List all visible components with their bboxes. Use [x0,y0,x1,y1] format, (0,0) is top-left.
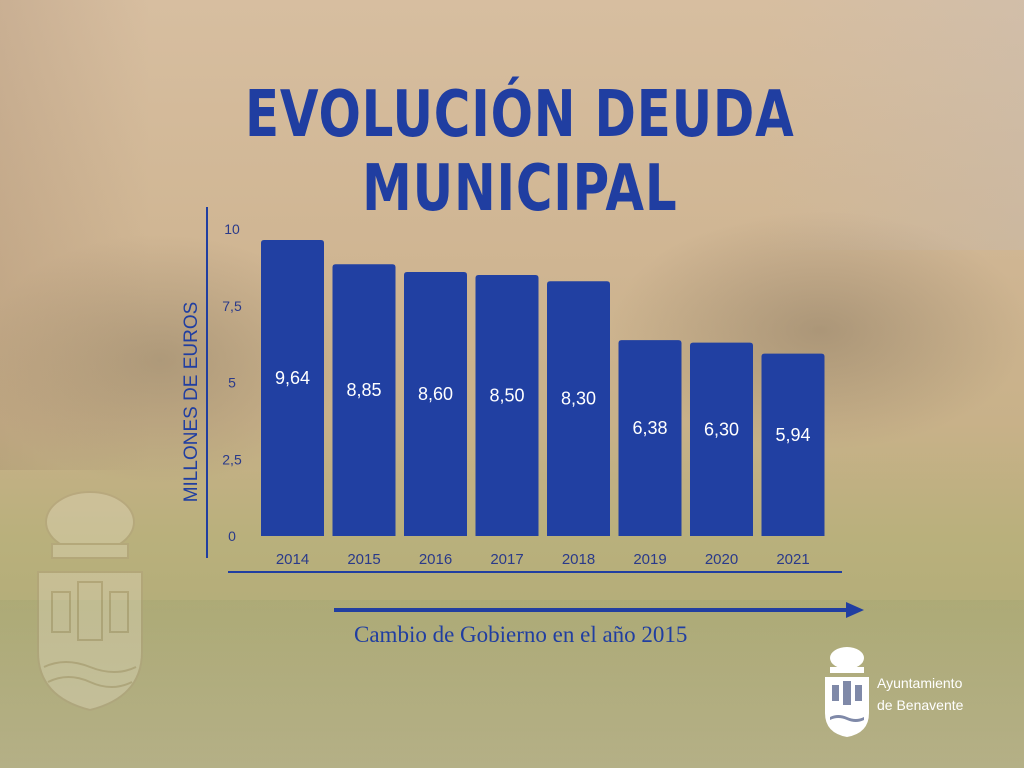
y-tick-label: 10 [224,221,240,237]
x-tick-label: 2017 [490,551,523,568]
bar-value-label: 8,50 [489,386,524,406]
y-tick-label: 7,5 [222,298,242,314]
y-axis-title: MILLONES DE EUROS [181,302,202,503]
x-tick-label: 2019 [633,551,666,568]
bar-value-label: 6,30 [704,419,739,439]
background-building-right [764,0,1024,250]
x-tick-label: 2021 [776,551,809,568]
bar-value-label: 6,38 [632,418,667,438]
coat-of-arms-watermark [37,491,143,712]
bar-2020 [690,342,753,536]
bar-2014 [261,240,324,536]
bar-2021 [761,353,825,536]
bar-2015 [332,264,396,536]
bar-value-label: 8,30 [561,389,596,409]
ayuntamiento-logo: Ayuntamiento de Benavente [822,645,1002,740]
government-change-note: Cambio de Gobierno en el año 2015 [354,622,688,647]
logo-text-line1: Ayuntamiento [877,675,963,691]
x-tick-label: 2016 [419,551,452,568]
logo-crest-icon [825,647,869,737]
logo-text-line2: de Benavente [877,697,964,713]
bar-2016 [404,271,467,536]
y-tick-label: 5 [228,375,236,391]
bar-2017 [475,275,539,536]
chart-title: EVOLUCIÓN DEUDA MUNICIPAL [245,78,795,226]
x-tick-label: 2015 [347,551,380,568]
bar-2019 [618,340,682,536]
x-tick-label: 2014 [276,551,309,568]
bar-2018 [547,281,610,536]
y-tick-label: 2,5 [222,451,242,467]
bar-value-label: 5,94 [775,425,810,445]
bar-value-label: 8,85 [346,380,381,400]
bar-value-label: 8,60 [418,384,453,404]
bar-value-label: 9,64 [275,368,310,388]
y-tick-label: 0 [228,528,236,544]
x-tick-label: 2020 [705,551,738,568]
timeline-arrow [334,600,874,629]
background-building-left [0,0,150,470]
x-tick-label: 2018 [562,551,595,568]
